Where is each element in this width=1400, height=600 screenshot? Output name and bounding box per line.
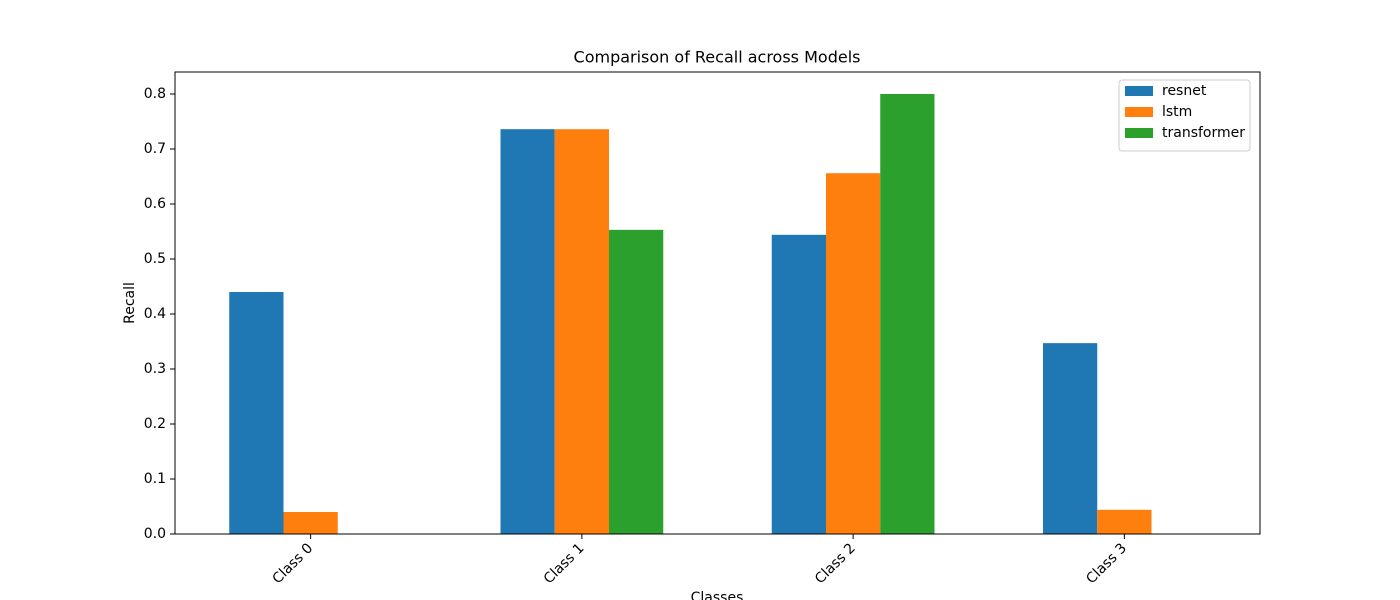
- x-axis-label: Classes: [691, 590, 744, 600]
- bar: [880, 94, 935, 534]
- chart-title: Comparison of Recall across Models: [574, 48, 861, 67]
- legend-swatch: [1125, 107, 1153, 117]
- y-tick-label: 0.8: [144, 86, 166, 102]
- bar: [500, 129, 555, 534]
- y-tick-label: 0.5: [144, 251, 166, 267]
- legend-swatch: [1125, 128, 1153, 138]
- y-tick-label: 0.0: [144, 526, 166, 542]
- bar: [609, 229, 664, 534]
- y-tick-label: 0.1: [144, 471, 166, 487]
- legend-swatch: [1125, 86, 1153, 96]
- legend-label: resnet: [1162, 83, 1207, 99]
- legend-label: transformer: [1162, 125, 1245, 141]
- legend-label: lstm: [1162, 104, 1192, 120]
- y-tick-label: 0.7: [144, 141, 166, 157]
- plot-frame: [174, 71, 1261, 535]
- bar: [1097, 509, 1152, 534]
- bar: [554, 129, 609, 534]
- y-tick-label: 0.3: [144, 361, 166, 377]
- legend: resnet lstm transformer: [1118, 79, 1251, 152]
- bar: [826, 173, 881, 534]
- y-tick-label: 0.2: [144, 416, 166, 432]
- bar: [283, 512, 338, 534]
- bar: [229, 292, 284, 534]
- y-axis-label: Recall: [122, 282, 138, 324]
- bar: [771, 234, 826, 535]
- y-tick-label: 0.6: [144, 196, 166, 212]
- y-tick-label: 0.4: [144, 306, 166, 322]
- bar: [1043, 343, 1098, 534]
